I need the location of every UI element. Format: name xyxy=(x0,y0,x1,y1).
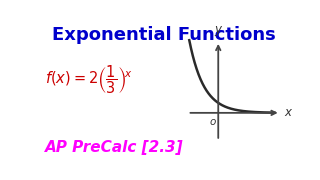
Text: $y$: $y$ xyxy=(213,24,223,38)
Text: $x$: $x$ xyxy=(284,106,294,119)
Text: AP PreCalc [2.3]: AP PreCalc [2.3] xyxy=(45,140,184,155)
Text: Exponential Functions: Exponential Functions xyxy=(52,26,276,44)
Text: $f(x) = 2\left(\dfrac{1}{3}\right)^{\!x}$: $f(x) = 2\left(\dfrac{1}{3}\right)^{\!x}… xyxy=(45,64,132,96)
Text: $o$: $o$ xyxy=(209,117,217,127)
